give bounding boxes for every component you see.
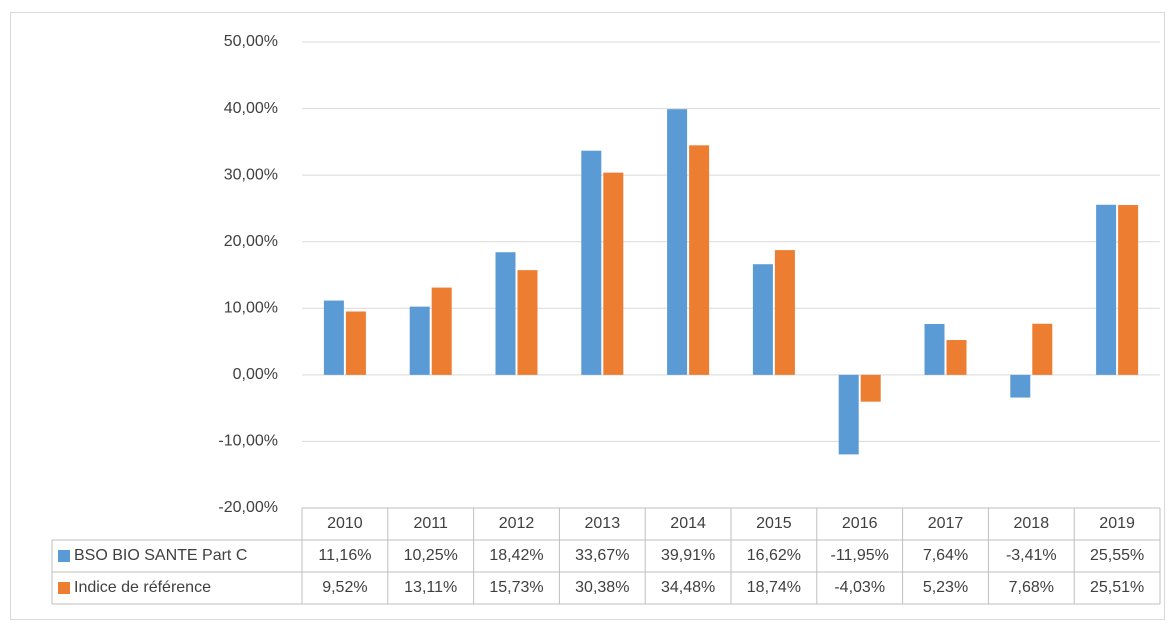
x-tick-label: 2019 <box>1099 515 1135 532</box>
table-value: 18,42% <box>489 547 543 564</box>
table-value: -3,41% <box>1006 547 1057 564</box>
bar <box>409 306 430 375</box>
x-tick-label: 2018 <box>1014 515 1050 532</box>
x-tick-label: 2013 <box>585 515 621 532</box>
y-tick-label: 50,00% <box>224 33 278 50</box>
table-value: 11,16% <box>318 547 371 564</box>
bar <box>924 323 945 375</box>
bar <box>517 270 538 375</box>
bar <box>495 252 516 375</box>
table-value: 25,51% <box>1090 579 1144 596</box>
table-value: 33,67% <box>575 547 629 564</box>
x-tick-label: 2015 <box>756 515 792 532</box>
table-value: 16,62% <box>747 547 801 564</box>
table-value: 15,73% <box>489 579 543 596</box>
table-value: 39,91% <box>661 547 715 564</box>
legend-label: BSO BIO SANTE Part C <box>74 547 247 564</box>
bar <box>752 264 773 375</box>
bar <box>946 340 967 375</box>
bar <box>838 374 859 455</box>
bar <box>1096 204 1117 375</box>
bar <box>1010 374 1031 398</box>
bar <box>774 250 795 375</box>
bar <box>689 145 710 375</box>
x-tick-label: 2010 <box>327 515 363 532</box>
bar <box>581 150 602 375</box>
x-tick-label: 2017 <box>928 515 964 532</box>
x-tick-label: 2014 <box>670 515 706 532</box>
bar <box>431 287 452 375</box>
bar <box>860 374 881 402</box>
x-tick-label: 2016 <box>842 515 878 532</box>
y-tick-label: -10,00% <box>218 433 278 450</box>
x-tick-label: 2011 <box>413 515 448 532</box>
table-value: 34,48% <box>661 579 715 596</box>
y-tick-label: 10,00% <box>224 300 278 317</box>
bar <box>667 109 688 375</box>
y-tick-label: 40,00% <box>224 100 278 117</box>
table-value: -11,95% <box>830 547 888 564</box>
table-value: 7,68% <box>1009 579 1054 596</box>
table-value: 18,74% <box>747 579 801 596</box>
table-value: 5,23% <box>923 579 968 596</box>
y-tick-label: -20,00% <box>218 499 278 516</box>
legend-label: Indice de référence <box>74 579 211 596</box>
bar <box>1032 323 1053 375</box>
table-value: 7,64% <box>923 547 968 564</box>
y-tick-label: 20,00% <box>224 233 278 250</box>
y-tick-label: 0,00% <box>233 366 278 383</box>
bar <box>345 311 366 375</box>
table-value: 30,38% <box>575 579 629 596</box>
table-value: 10,25% <box>404 547 458 564</box>
legend-swatch <box>58 582 70 594</box>
y-tick-label: 30,00% <box>224 166 278 183</box>
table-value: 9,52% <box>322 579 367 596</box>
bar <box>603 172 624 375</box>
x-tick-label: 2012 <box>499 515 535 532</box>
legend-swatch <box>58 550 70 562</box>
bar <box>1118 205 1139 375</box>
bar <box>323 300 344 375</box>
table-value: -4,03% <box>834 579 885 596</box>
table-value: 25,55% <box>1090 547 1144 564</box>
table-value: 13,11% <box>404 579 457 596</box>
